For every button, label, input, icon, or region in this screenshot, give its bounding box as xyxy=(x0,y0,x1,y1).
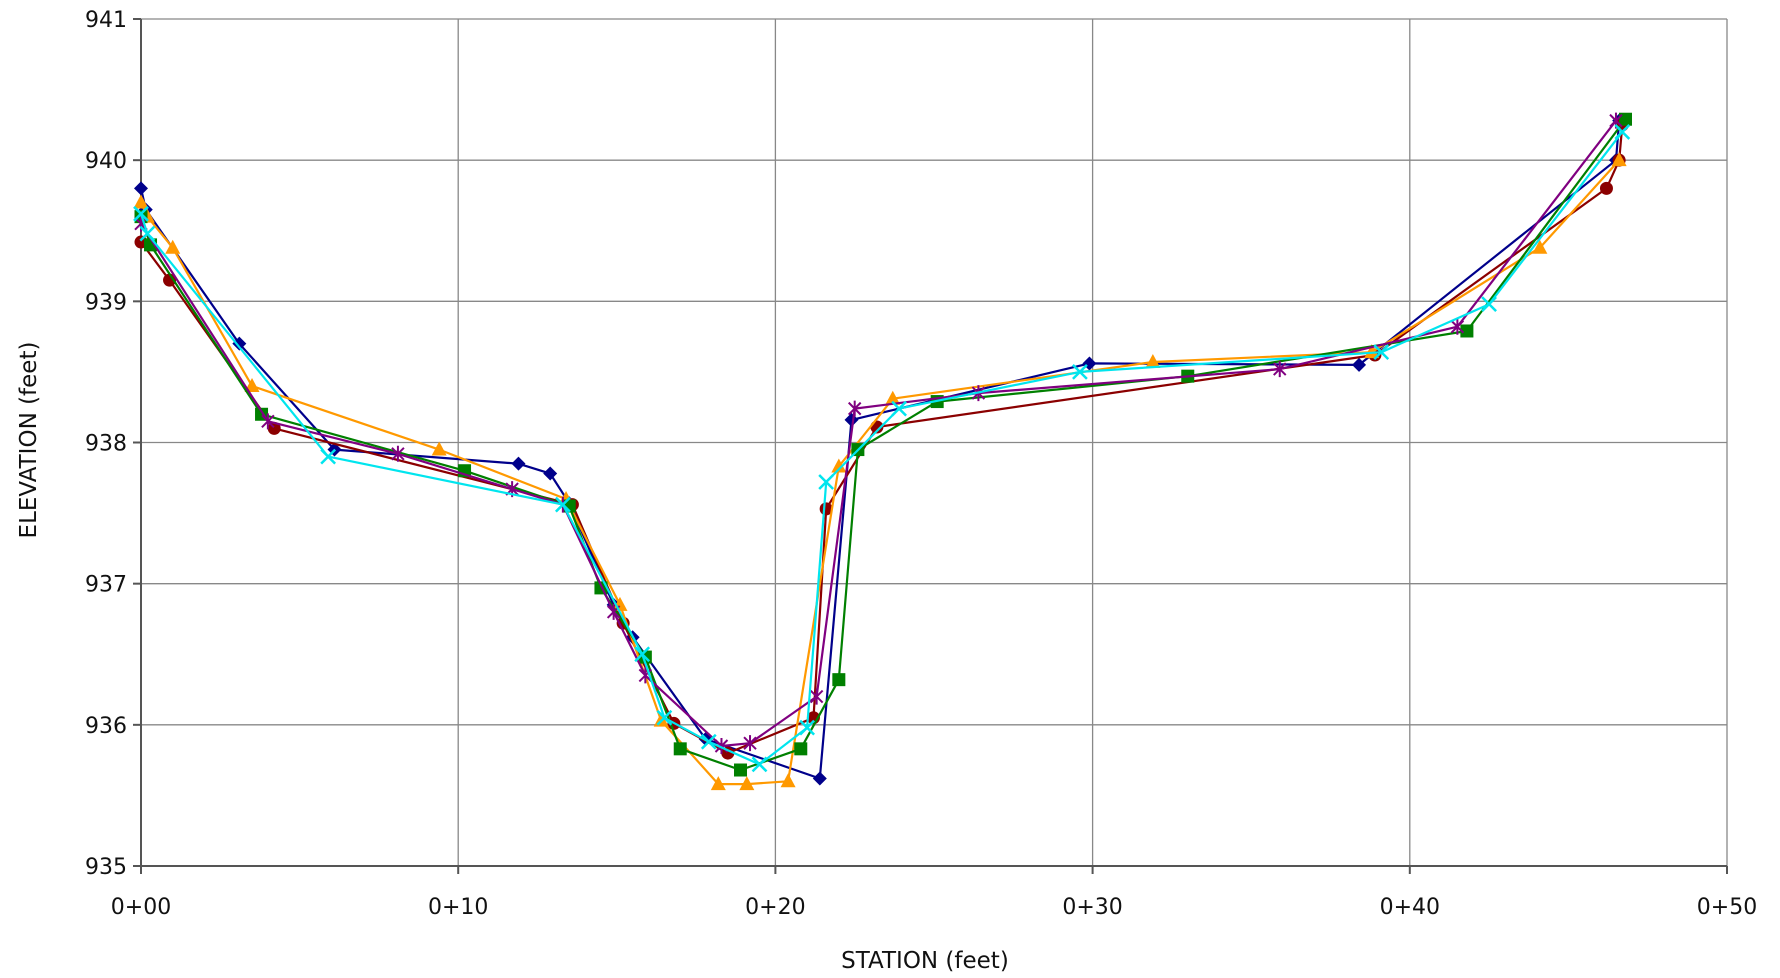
data-point-x xyxy=(139,225,156,242)
data-point-diamond xyxy=(543,466,558,481)
data-point-star xyxy=(261,413,275,430)
data-point-x xyxy=(133,205,149,222)
data-point-square xyxy=(794,742,808,756)
y-tick-label: 937 xyxy=(85,573,127,598)
data-point-diamond xyxy=(232,336,247,351)
y-tick-label: 935 xyxy=(85,855,127,880)
data-point-x xyxy=(751,756,768,773)
data-point-x xyxy=(656,709,673,726)
data-point-triangle xyxy=(780,773,796,788)
data-point-square xyxy=(1618,112,1632,126)
data-point-x xyxy=(700,733,717,750)
series-line xyxy=(139,131,1624,766)
y-axis-title: ELEVATION (feet) xyxy=(16,342,42,539)
series-line xyxy=(139,120,1621,780)
tick-labels: 935 936 937 938 939 940 941 0+00 0+10 0+20 0+30 0+4… xyxy=(85,8,1757,920)
data-point-x xyxy=(1072,364,1088,380)
data-point-star xyxy=(743,735,757,752)
x-axis-title: STATION (feet) xyxy=(841,948,1009,974)
data-point-triangle xyxy=(1611,152,1627,167)
data-point-square xyxy=(734,763,748,777)
data-point-square xyxy=(673,742,687,756)
series-line xyxy=(140,119,1617,748)
data-point-triangle xyxy=(1145,354,1161,369)
data-point-star xyxy=(1273,361,1287,378)
data-point-diamond xyxy=(812,771,827,786)
data-point-star xyxy=(809,688,824,705)
gridlines xyxy=(140,18,1728,867)
data-point-triangle xyxy=(1532,239,1548,254)
y-tick-label: 941 xyxy=(85,8,127,33)
data-point-triangle xyxy=(831,458,847,473)
data-point-triangle xyxy=(710,776,726,791)
data-point-square xyxy=(1460,324,1474,338)
data-point-triangle xyxy=(133,194,149,209)
data-point-diamond xyxy=(134,181,148,196)
x-tick-label: 0+00 xyxy=(111,895,171,920)
y-tick-label: 940 xyxy=(85,149,127,174)
data-point-triangle xyxy=(885,390,901,405)
data-point-triangle xyxy=(431,441,447,456)
series-line xyxy=(139,159,1621,786)
data-point-x xyxy=(1614,124,1631,140)
x-tick-label: 0+40 xyxy=(1380,895,1440,920)
series-line xyxy=(140,124,1624,755)
data-point-x xyxy=(320,448,337,465)
data-point-diamond xyxy=(511,456,526,471)
x-tick-label: 0+10 xyxy=(428,895,488,920)
data-point-triangle xyxy=(244,378,260,393)
data-point-triangle xyxy=(165,239,181,254)
y-tick-label: 936 xyxy=(85,714,127,739)
data-point-x xyxy=(818,474,835,490)
data-point-x xyxy=(1481,296,1497,313)
data-point-square xyxy=(832,673,846,687)
data-point-star xyxy=(1450,318,1465,335)
x-tick-label: 0+20 xyxy=(745,895,805,920)
data-point-circle xyxy=(1599,181,1613,195)
data-point-star xyxy=(391,445,405,462)
series-6 xyxy=(133,124,1631,773)
x-tick-label: 0+50 xyxy=(1697,895,1757,920)
axes xyxy=(133,18,1728,874)
series-group xyxy=(133,112,1632,791)
data-point-x xyxy=(891,400,907,417)
data-point-x xyxy=(554,496,571,513)
data-point-x xyxy=(634,646,651,663)
data-point-triangle xyxy=(739,776,755,791)
data-point-triangle xyxy=(1364,344,1380,359)
data-point-circle xyxy=(163,273,177,287)
data-point-diamond xyxy=(1352,357,1367,372)
data-point-x xyxy=(799,719,816,736)
data-point-star xyxy=(847,400,862,417)
series-2 xyxy=(134,118,1629,760)
y-tick-label: 938 xyxy=(85,432,127,457)
x-tick-label: 0+30 xyxy=(1062,895,1122,920)
series-line xyxy=(139,118,1627,772)
data-point-x xyxy=(1373,344,1390,361)
series-5 xyxy=(134,112,1623,755)
y-tick-label: 939 xyxy=(85,290,127,315)
series-3 xyxy=(133,152,1627,791)
